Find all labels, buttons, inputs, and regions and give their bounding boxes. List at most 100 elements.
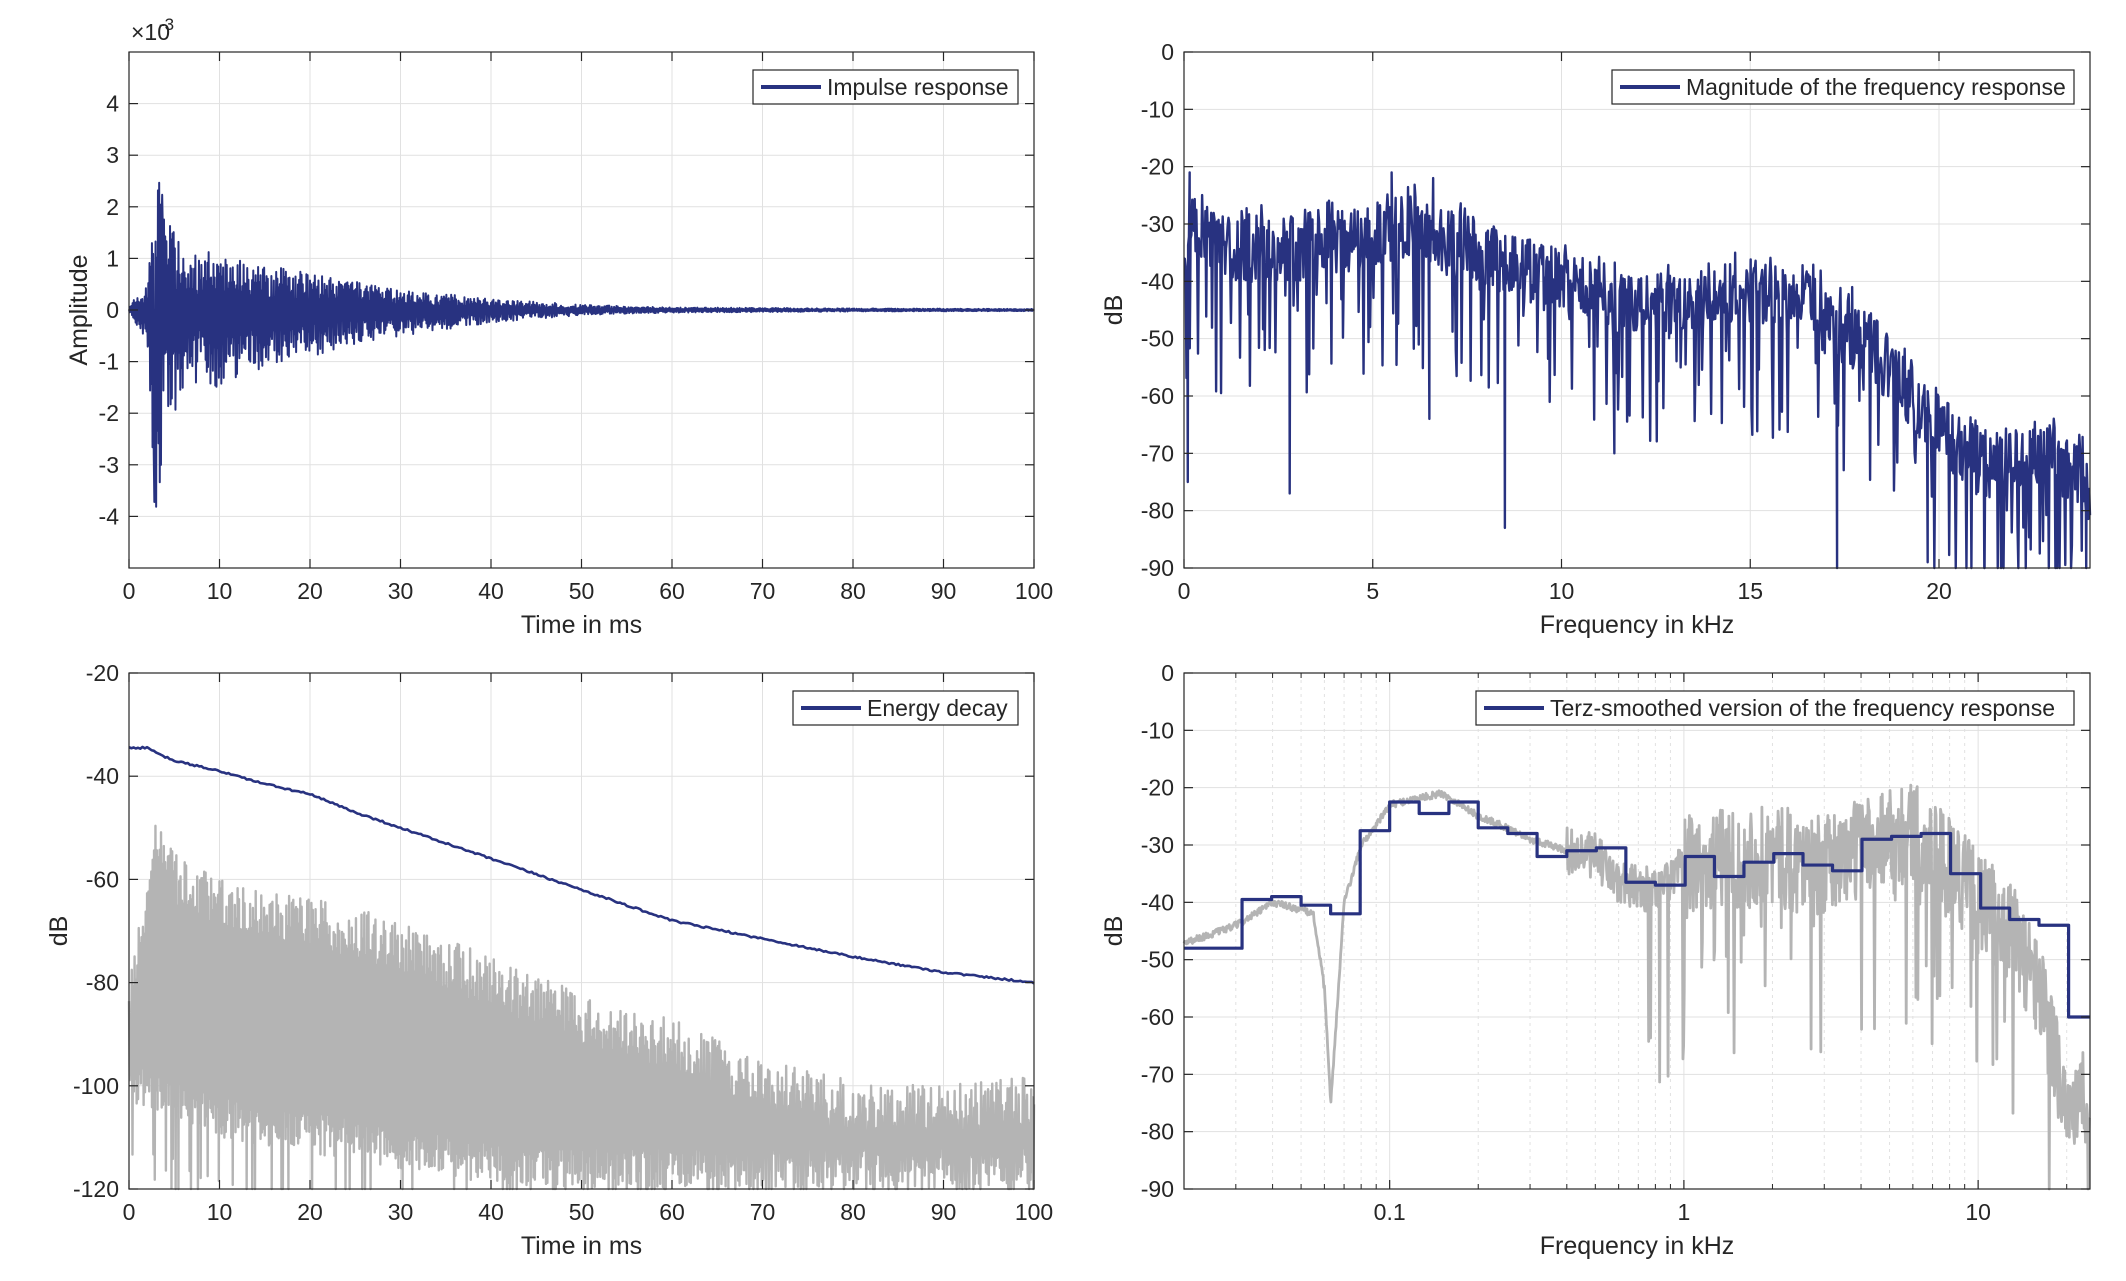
x-axis-label: Frequency in kHz: [1540, 1232, 1735, 1260]
x-tick-label: 30: [388, 578, 414, 604]
y-tick-label: -60: [1141, 1004, 1174, 1030]
y-tick-label: -40: [86, 763, 119, 789]
y-tick-label: -20: [86, 660, 119, 686]
y-tick-label: -70: [1141, 440, 1174, 466]
plot-area: [1184, 673, 2090, 1189]
y-tick-label: -90: [1141, 1176, 1174, 1202]
legend: Energy decay: [792, 690, 1019, 726]
x-tick-label: 100: [1015, 1199, 1053, 1225]
y-tick-label: -50: [1141, 947, 1174, 973]
x-axis-label: Time in ms: [521, 1232, 642, 1260]
x-tick-label: 80: [840, 578, 866, 604]
x-tick-label: 20: [297, 1199, 323, 1225]
y-axis-label: dB: [1100, 916, 1128, 947]
x-tick-label: 20: [297, 578, 323, 604]
x-tick-label: 10: [207, 578, 233, 604]
y-axis-label: Amplitude: [65, 254, 93, 365]
x-tick-label: 90: [931, 1199, 957, 1225]
x-tick-label: 1: [1677, 1199, 1690, 1225]
y-tick-label: -30: [1141, 832, 1174, 858]
impulse-response-line: [128, 181, 1035, 508]
x-tick-label: 70: [750, 578, 776, 604]
y-tick-label: 1: [106, 245, 119, 271]
y-tick-label: -1: [99, 349, 119, 375]
x-axis-label: Frequency in kHz: [1540, 611, 1735, 639]
y-tick-label: -80: [1141, 1119, 1174, 1145]
x-tick-label: 5: [1366, 578, 1379, 604]
energy-gray-trace: [127, 824, 1036, 1191]
legend: Magnitude of the frequency response: [1611, 69, 2075, 105]
x-tick-label: 0.1: [1374, 1199, 1406, 1225]
x-tick-label: 50: [569, 1199, 595, 1225]
legend-label: Energy decay: [867, 695, 1008, 721]
y-tick-label: -40: [1141, 268, 1174, 294]
x-tick-label: 70: [750, 1199, 776, 1225]
impulse-response-chart: 0 10 20 30 40 50 60 70 80 90 100 -4 -3 -2 -1 0 1 2 3 4 Time …: [65, 15, 1053, 639]
y-axis-label: dB: [1100, 295, 1128, 326]
y-exponent-label: ×10: [131, 19, 170, 45]
x-tick-label: 30: [388, 1199, 414, 1225]
y-tick-label: -80: [86, 970, 119, 996]
terz-smoothed-chart: 0.1 1 10 0 -10 -20 -30 -40 -50 -60 -70 -80 -90 Freque…: [1100, 660, 2092, 1260]
x-tick-label: 60: [659, 578, 685, 604]
x-tick-label: 40: [478, 578, 504, 604]
y-tick-label: -80: [1141, 498, 1174, 524]
legend-box: [1475, 690, 2075, 726]
magnitude-line: [1183, 171, 2092, 570]
y-tick-label: 2: [106, 194, 119, 220]
legend-box: [1611, 69, 2075, 105]
y-tick-label: -60: [1141, 383, 1174, 409]
x-tick-label: 50: [569, 578, 595, 604]
y-tick-label: 4: [106, 91, 119, 117]
legend-box: [792, 690, 1019, 726]
x-tick-label: 0: [1178, 578, 1191, 604]
x-tick-label: 10: [1549, 578, 1575, 604]
y-tick-label: -2: [99, 400, 119, 426]
legend-label: Magnitude of the frequency response: [1686, 74, 2066, 100]
x-tick-label: 40: [478, 1199, 504, 1225]
y-tick-label: 0: [1161, 39, 1174, 65]
y-tick-label: 0: [106, 297, 119, 323]
y-tick-label: -20: [1141, 154, 1174, 180]
legend-label: Impulse response: [827, 74, 1009, 100]
y-tick-label: -40: [1141, 889, 1174, 915]
x-tick-label: 90: [931, 578, 957, 604]
y-tick-label: -10: [1141, 96, 1174, 122]
y-tick-label: -120: [73, 1176, 119, 1202]
y-tick-label: -100: [73, 1073, 119, 1099]
x-tick-label: 20: [1926, 578, 1952, 604]
y-exponent-value: -3: [159, 15, 174, 34]
y-tick-label: -70: [1141, 1061, 1174, 1087]
legend: Terz-smoothed version of the frequency r…: [1475, 690, 2075, 726]
y-tick-label: -50: [1141, 326, 1174, 352]
x-tick-label: 100: [1015, 578, 1053, 604]
y-tick-label: 0: [1161, 660, 1174, 686]
y-tick-label: -60: [86, 866, 119, 892]
axes-frame: [1183, 51, 2091, 569]
x-tick-label: 15: [1737, 578, 1763, 604]
y-axis-label: dB: [45, 916, 73, 947]
legend-label: Terz-smoothed version of the frequency r…: [1550, 695, 2055, 721]
y-tick-label: -20: [1141, 775, 1174, 801]
y-tick-label: -10: [1141, 717, 1174, 743]
axes-frame: [1183, 672, 2091, 1190]
legend: Impulse response: [752, 69, 1019, 105]
x-tick-label: 0: [123, 1199, 136, 1225]
terz-smoothed-line: [1184, 800, 2090, 1019]
x-tick-label: 60: [659, 1199, 685, 1225]
y-tick-label: -4: [99, 503, 120, 529]
y-tick-label: -90: [1141, 555, 1174, 581]
x-axis-label: Time in ms: [521, 611, 642, 639]
y-tick-label: -30: [1141, 211, 1174, 237]
x-tick-label: 10: [207, 1199, 233, 1225]
energy-decay-line: [128, 745, 1035, 985]
terz-gray-trace: [1182, 783, 2092, 1191]
x-tick-label: 80: [840, 1199, 866, 1225]
energy-decay-chart: 0 10 20 30 40 50 60 70 80 90 100 -20 -40 -60 -80 -100 -1…: [45, 660, 1053, 1260]
y-tick-label: 3: [106, 142, 119, 168]
y-tick-label: -3: [99, 452, 119, 478]
x-tick-label: 10: [1965, 1199, 1991, 1225]
magnitude-chart: 0 5 10 15 20 0 -10 -20 -30 -40 -50 -60 -70 -80 -90 Freq…: [1100, 39, 2092, 639]
